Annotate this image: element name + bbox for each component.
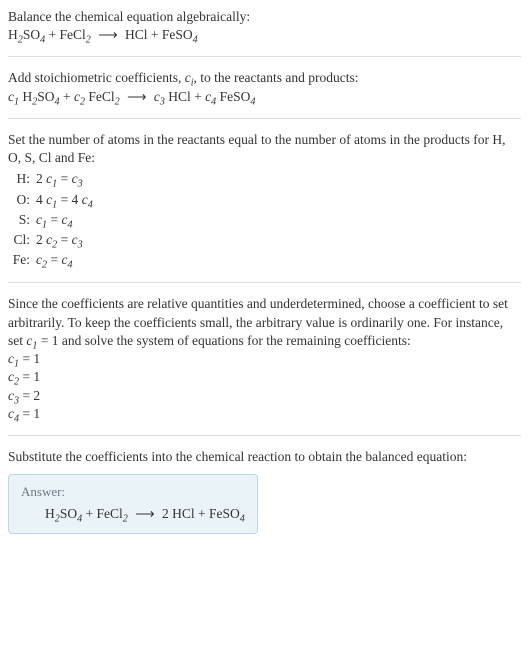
- intro-text: Balance the chemical equation algebraica…: [8, 8, 521, 26]
- step-substitute: Substitute the coefficients into the che…: [8, 448, 521, 534]
- species-fecl2: FeCl2: [97, 506, 128, 521]
- coefficient-line: c2 = 1: [8, 368, 521, 386]
- t: , to the reactants and products:: [194, 70, 359, 85]
- answer-box: Answer: H2SO4 + FeCl2 ⟶ 2 HCl + FeSO4: [8, 474, 258, 534]
- t: 2: [123, 513, 128, 524]
- species-hcl: HCl: [125, 27, 148, 42]
- t: SO: [60, 506, 77, 521]
- coefficient-line: c1 = 1: [8, 350, 521, 368]
- table-row: S:c1 = c4: [8, 210, 99, 230]
- t: 2: [86, 35, 91, 46]
- plus: +: [191, 89, 205, 104]
- arrow-icon: ⟶: [135, 506, 154, 521]
- step3-text: Set the number of atoms in the reactants…: [8, 131, 521, 167]
- balance-equation: c2 = c4: [36, 250, 99, 270]
- t: SO: [23, 27, 40, 42]
- species-feso4: FeSO4: [162, 27, 198, 42]
- table-row: Fe:c2 = c4: [8, 250, 99, 270]
- element-label: S:: [8, 210, 36, 230]
- table-row: H:2 c1 = c3: [8, 169, 99, 189]
- coefficient-line: c4 = 1: [8, 405, 521, 423]
- separator: [8, 282, 521, 283]
- element-label: O:: [8, 190, 36, 210]
- t: Add stoichiometric coefficients,: [8, 70, 185, 85]
- species-hcl: HCl: [172, 506, 195, 521]
- t: 4: [250, 96, 255, 107]
- separator: [8, 118, 521, 119]
- coef: 2: [159, 506, 173, 521]
- t: H: [8, 27, 18, 42]
- t: 2: [115, 96, 120, 107]
- t: H: [45, 506, 55, 521]
- species-fecl2: FeCl2: [60, 27, 91, 42]
- species-feso4: FeSO4: [209, 506, 245, 521]
- coefficient-values: c1 = 1c2 = 1c3 = 2c4 = 1: [8, 350, 521, 423]
- step2-text: Add stoichiometric coefficients, ci, to …: [8, 69, 521, 87]
- separator: [8, 435, 521, 436]
- species-h2so4: H2SO4: [8, 27, 45, 42]
- t: = 1 and solve the system of equations fo…: [37, 333, 410, 348]
- table-row: O:4 c1 = 4 c4: [8, 190, 99, 210]
- step-add-coefficients: Add stoichiometric coefficients, ci, to …: [8, 69, 521, 105]
- t: FeCl: [85, 89, 115, 104]
- answer-equation: H2SO4 + FeCl2 ⟶ 2 HCl + FeSO4: [21, 505, 245, 523]
- atoms-table: H:2 c1 = c3O:4 c1 = 4 c4S:c1 = c4Cl:2 c2…: [8, 169, 99, 270]
- element-label: Cl:: [8, 230, 36, 250]
- balance-equation: 2 c2 = c3: [36, 230, 99, 250]
- intro-equation: H2SO4 + FeCl2 ⟶ HCl + FeSO4: [8, 26, 521, 44]
- t: SO: [37, 89, 54, 104]
- t: H: [19, 89, 32, 104]
- table-row: Cl:2 c2 = c3: [8, 230, 99, 250]
- t: FeSO: [209, 506, 240, 521]
- t: FeCl: [97, 506, 123, 521]
- element-label: Fe:: [8, 250, 36, 270]
- step5-text: Substitute the coefficients into the che…: [8, 448, 521, 466]
- t: HCl: [165, 89, 191, 104]
- balance-equation: 2 c1 = c3: [36, 169, 99, 189]
- element-label: H:: [8, 169, 36, 189]
- arrow-icon: ⟶: [127, 89, 146, 104]
- t: FeCl: [60, 27, 86, 42]
- plus: +: [60, 89, 74, 104]
- balance-equation: 4 c1 = 4 c4: [36, 190, 99, 210]
- t: FeSO: [216, 89, 250, 104]
- balance-equation: c1 = c4: [36, 210, 99, 230]
- step2-equation: c1 H2SO4 + c2 FeCl2 ⟶ c3 HCl + c4 FeSO4: [8, 88, 521, 106]
- plus: +: [147, 27, 161, 42]
- coefficient-line: c3 = 2: [8, 387, 521, 405]
- plus: +: [82, 506, 96, 521]
- t: 4: [193, 35, 198, 46]
- t: FeSO: [162, 27, 193, 42]
- arrow-icon: ⟶: [98, 27, 117, 42]
- plus: +: [195, 506, 209, 521]
- step-atom-balance: Set the number of atoms in the reactants…: [8, 131, 521, 271]
- intro-block: Balance the chemical equation algebraica…: [8, 8, 521, 44]
- answer-label: Answer:: [21, 483, 245, 501]
- separator: [8, 56, 521, 57]
- step4-text: Since the coefficients are relative quan…: [8, 295, 521, 350]
- t: 4: [240, 513, 245, 524]
- step-solve: Since the coefficients are relative quan…: [8, 295, 521, 423]
- plus: +: [45, 27, 59, 42]
- species-h2so4: H2SO4: [45, 506, 82, 521]
